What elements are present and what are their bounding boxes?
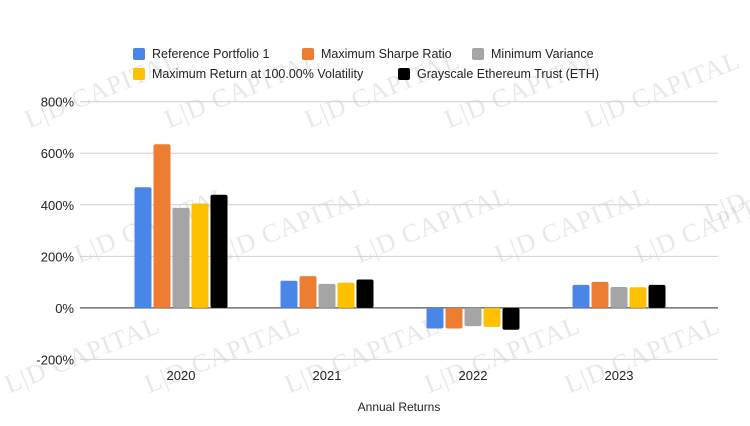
y-tick-label: 200% <box>41 249 75 264</box>
y-tick-label: 600% <box>41 146 75 161</box>
legend-label: Grayscale Ethereum Trust (ETH) <box>417 67 599 81</box>
legend-swatch <box>133 48 145 60</box>
legend-label: Minimum Variance <box>491 47 594 61</box>
legend-swatch <box>133 68 145 80</box>
bar-2023-4 <box>648 284 666 308</box>
legend-label: Reference Portfolio 1 <box>152 47 270 61</box>
y-tick-label: 800% <box>41 95 75 110</box>
bar-2022-3 <box>483 307 501 327</box>
legend-label: Maximum Return at 100.00% Volatility <box>152 67 364 81</box>
bar-2022-1 <box>445 307 463 329</box>
bar-2023-2 <box>610 286 628 308</box>
legend-item-max-sharpe: Maximum Sharpe Ratio <box>302 47 452 61</box>
y-tick-label: 0% <box>55 301 74 316</box>
bar-2023-1 <box>591 281 609 308</box>
bar-2021-2 <box>318 283 336 308</box>
bar-2020-1 <box>153 144 171 308</box>
bar-2020-3 <box>191 203 209 308</box>
legend-swatch <box>472 48 484 60</box>
bar-2020-2 <box>172 207 190 308</box>
bar-2022-0 <box>426 307 444 329</box>
bar-2022-4 <box>502 307 520 330</box>
bar-2021-0 <box>280 280 298 308</box>
legend-label: Maximum Sharpe Ratio <box>321 47 452 61</box>
bar-2021-4 <box>356 279 374 308</box>
legend-swatch <box>302 48 314 60</box>
bar-2022-2 <box>464 307 482 327</box>
bar-2021-1 <box>299 276 317 308</box>
bar-2023-3 <box>629 287 647 308</box>
legend-item-min-variance: Minimum Variance <box>472 47 594 61</box>
bar-2020-0 <box>134 187 152 308</box>
legend-item-max-return: Maximum Return at 100.00% Volatility <box>133 67 363 81</box>
bar-2021-3 <box>337 282 355 308</box>
x-tick-label: 2020 <box>167 368 196 383</box>
y-tick-label: 400% <box>41 198 75 213</box>
legend-swatch <box>398 68 410 80</box>
bar-2023-0 <box>572 284 590 308</box>
x-axis-label: Annual Returns <box>358 400 441 414</box>
legend-item-grayscale-eth: Grayscale Ethereum Trust (ETH) <box>398 67 599 81</box>
x-tick-label: 2021 <box>313 368 342 383</box>
x-tick-label: 2023 <box>605 368 634 383</box>
legend-item-reference-portfolio: Reference Portfolio 1 <box>133 47 269 61</box>
bar-2020-4 <box>210 194 228 308</box>
x-tick-label: 2022 <box>459 368 488 383</box>
y-tick-label: -200% <box>36 352 74 367</box>
